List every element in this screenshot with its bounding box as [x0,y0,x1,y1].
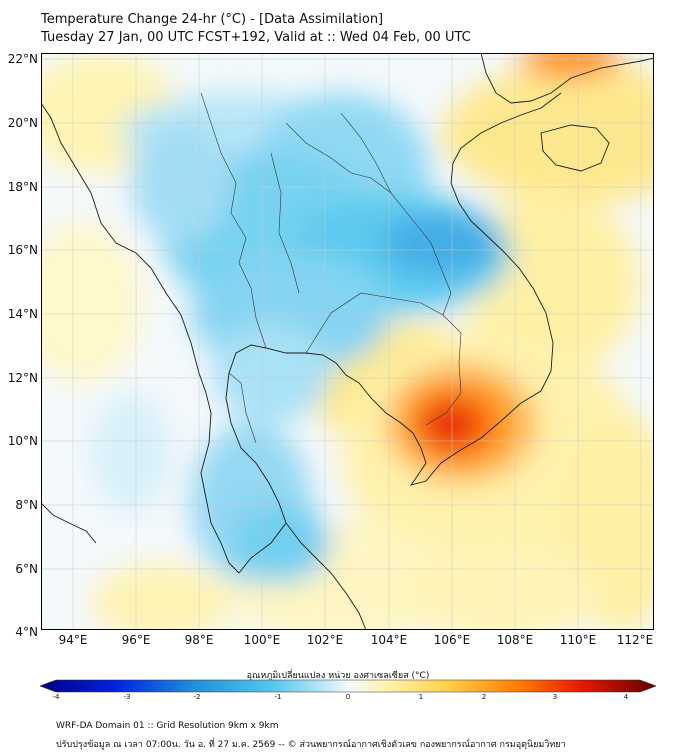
lon-label: 94°E [58,633,88,647]
colorbar-tick: 0 [345,693,351,701]
map-subtitle: Tuesday 27 Jan, 00 UTC FCST+192, Valid a… [41,30,471,45]
temperature-field [41,53,654,630]
colorbar-tick: -2 [193,693,201,701]
lat-label: 4°N [15,625,38,639]
colorbar-tick: 2 [481,693,487,701]
lon-label: 102°E [306,633,344,647]
country-borders [200,92,462,444]
coastlines [41,53,654,630]
lat-label: 6°N [15,562,38,576]
lat-label: 12°N [7,371,38,385]
lon-label: 108°E [496,633,534,647]
colorbar-tick: 3 [552,693,558,701]
colorbar [40,679,656,693]
map-title: Temperature Change 24-hr (°C) - [Data As… [41,12,384,27]
footer-credit: ปรับปรุงข้อมูล ณ เวลา 07:00น. วัน อ. ที่… [56,740,566,750]
lat-label: 8°N [15,498,38,512]
colorbar-tick: 1 [418,693,424,701]
graticule [41,53,654,630]
colorbar-tick: 4 [623,693,629,701]
colorbar-tick: -4 [52,693,60,701]
lon-label: 110°E [559,633,597,647]
lat-label: 18°N [7,180,38,194]
footer-model-info: WRF-DA Domain 01 :: Grid Resolution 9km … [56,721,279,731]
lon-label: 104°E [370,633,408,647]
lat-label: 22°N [7,52,38,66]
lat-label: 10°N [7,434,38,448]
lon-label: 96°E [121,633,151,647]
lat-label: 20°N [7,116,38,130]
temperature-change-map [41,53,654,630]
lat-label: 16°N [7,243,38,257]
lon-label: 98°E [184,633,214,647]
lat-label: 14°N [7,307,38,321]
lon-label: 112°E [616,633,654,647]
lon-label: 100°E [243,633,281,647]
colorbar-tick: -1 [274,693,282,701]
colorbar-tick: -3 [123,693,131,701]
colorbar-title: อุณหภูมิเปลี่ยนแปลง หน่วย องศาเซลเซียส (… [246,671,430,681]
lon-label: 106°E [433,633,471,647]
